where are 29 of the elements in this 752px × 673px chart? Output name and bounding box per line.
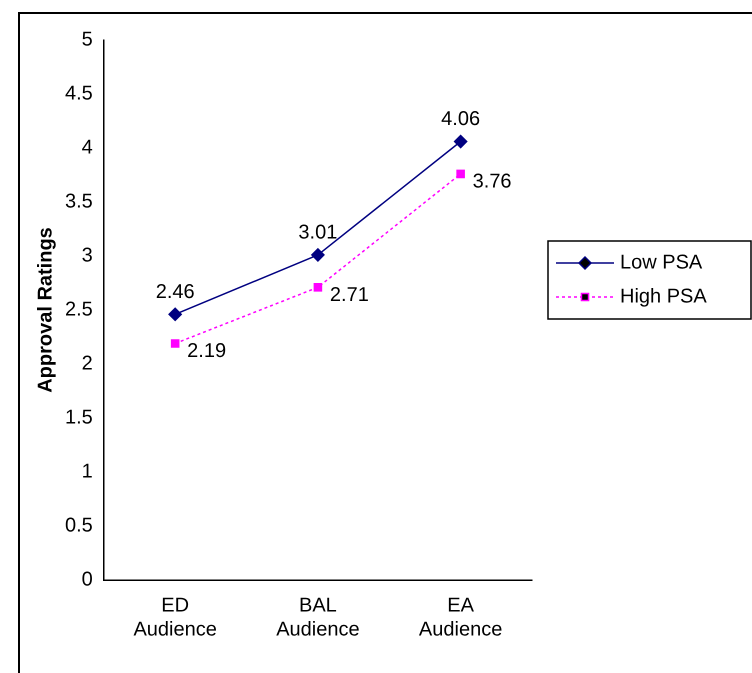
y-tick-label: 3.5 xyxy=(64,190,93,213)
data-label: 3.76 xyxy=(472,170,512,192)
point xyxy=(170,339,180,348)
y-axis-title: Approval Ratings xyxy=(34,227,57,393)
y-tick-label: 4 xyxy=(82,136,93,159)
y-tick-label: 5 xyxy=(82,28,93,51)
y-tick-label: 0.5 xyxy=(64,514,93,537)
point xyxy=(311,248,325,262)
x-tick-label: BAL Audience xyxy=(276,594,360,641)
legend-label: High PSA xyxy=(620,286,708,308)
x-tick-label: EA Audience xyxy=(418,594,502,641)
x-tick-label: ED Audience xyxy=(133,594,217,641)
y-tick-label: 4.5 xyxy=(64,82,93,105)
data-label: 2.19 xyxy=(187,340,226,362)
data-label: 3.01 xyxy=(298,221,338,244)
data-label: 2.46 xyxy=(156,280,195,303)
y-tick-label: 1.5 xyxy=(64,406,93,429)
point xyxy=(168,308,182,322)
point xyxy=(314,283,322,292)
legend-label: Low PSA xyxy=(620,252,703,274)
y-tick-label: 2 xyxy=(82,352,93,375)
data-label: 4.06 xyxy=(441,108,480,130)
point xyxy=(456,170,465,178)
data-label: 2.71 xyxy=(330,284,369,306)
point xyxy=(454,134,468,148)
y-tick-label: 0 xyxy=(82,568,93,591)
y-tick-label: 3 xyxy=(82,244,93,267)
y-tick-label: 1 xyxy=(82,460,93,483)
y-tick-label: 2.5 xyxy=(64,298,93,321)
